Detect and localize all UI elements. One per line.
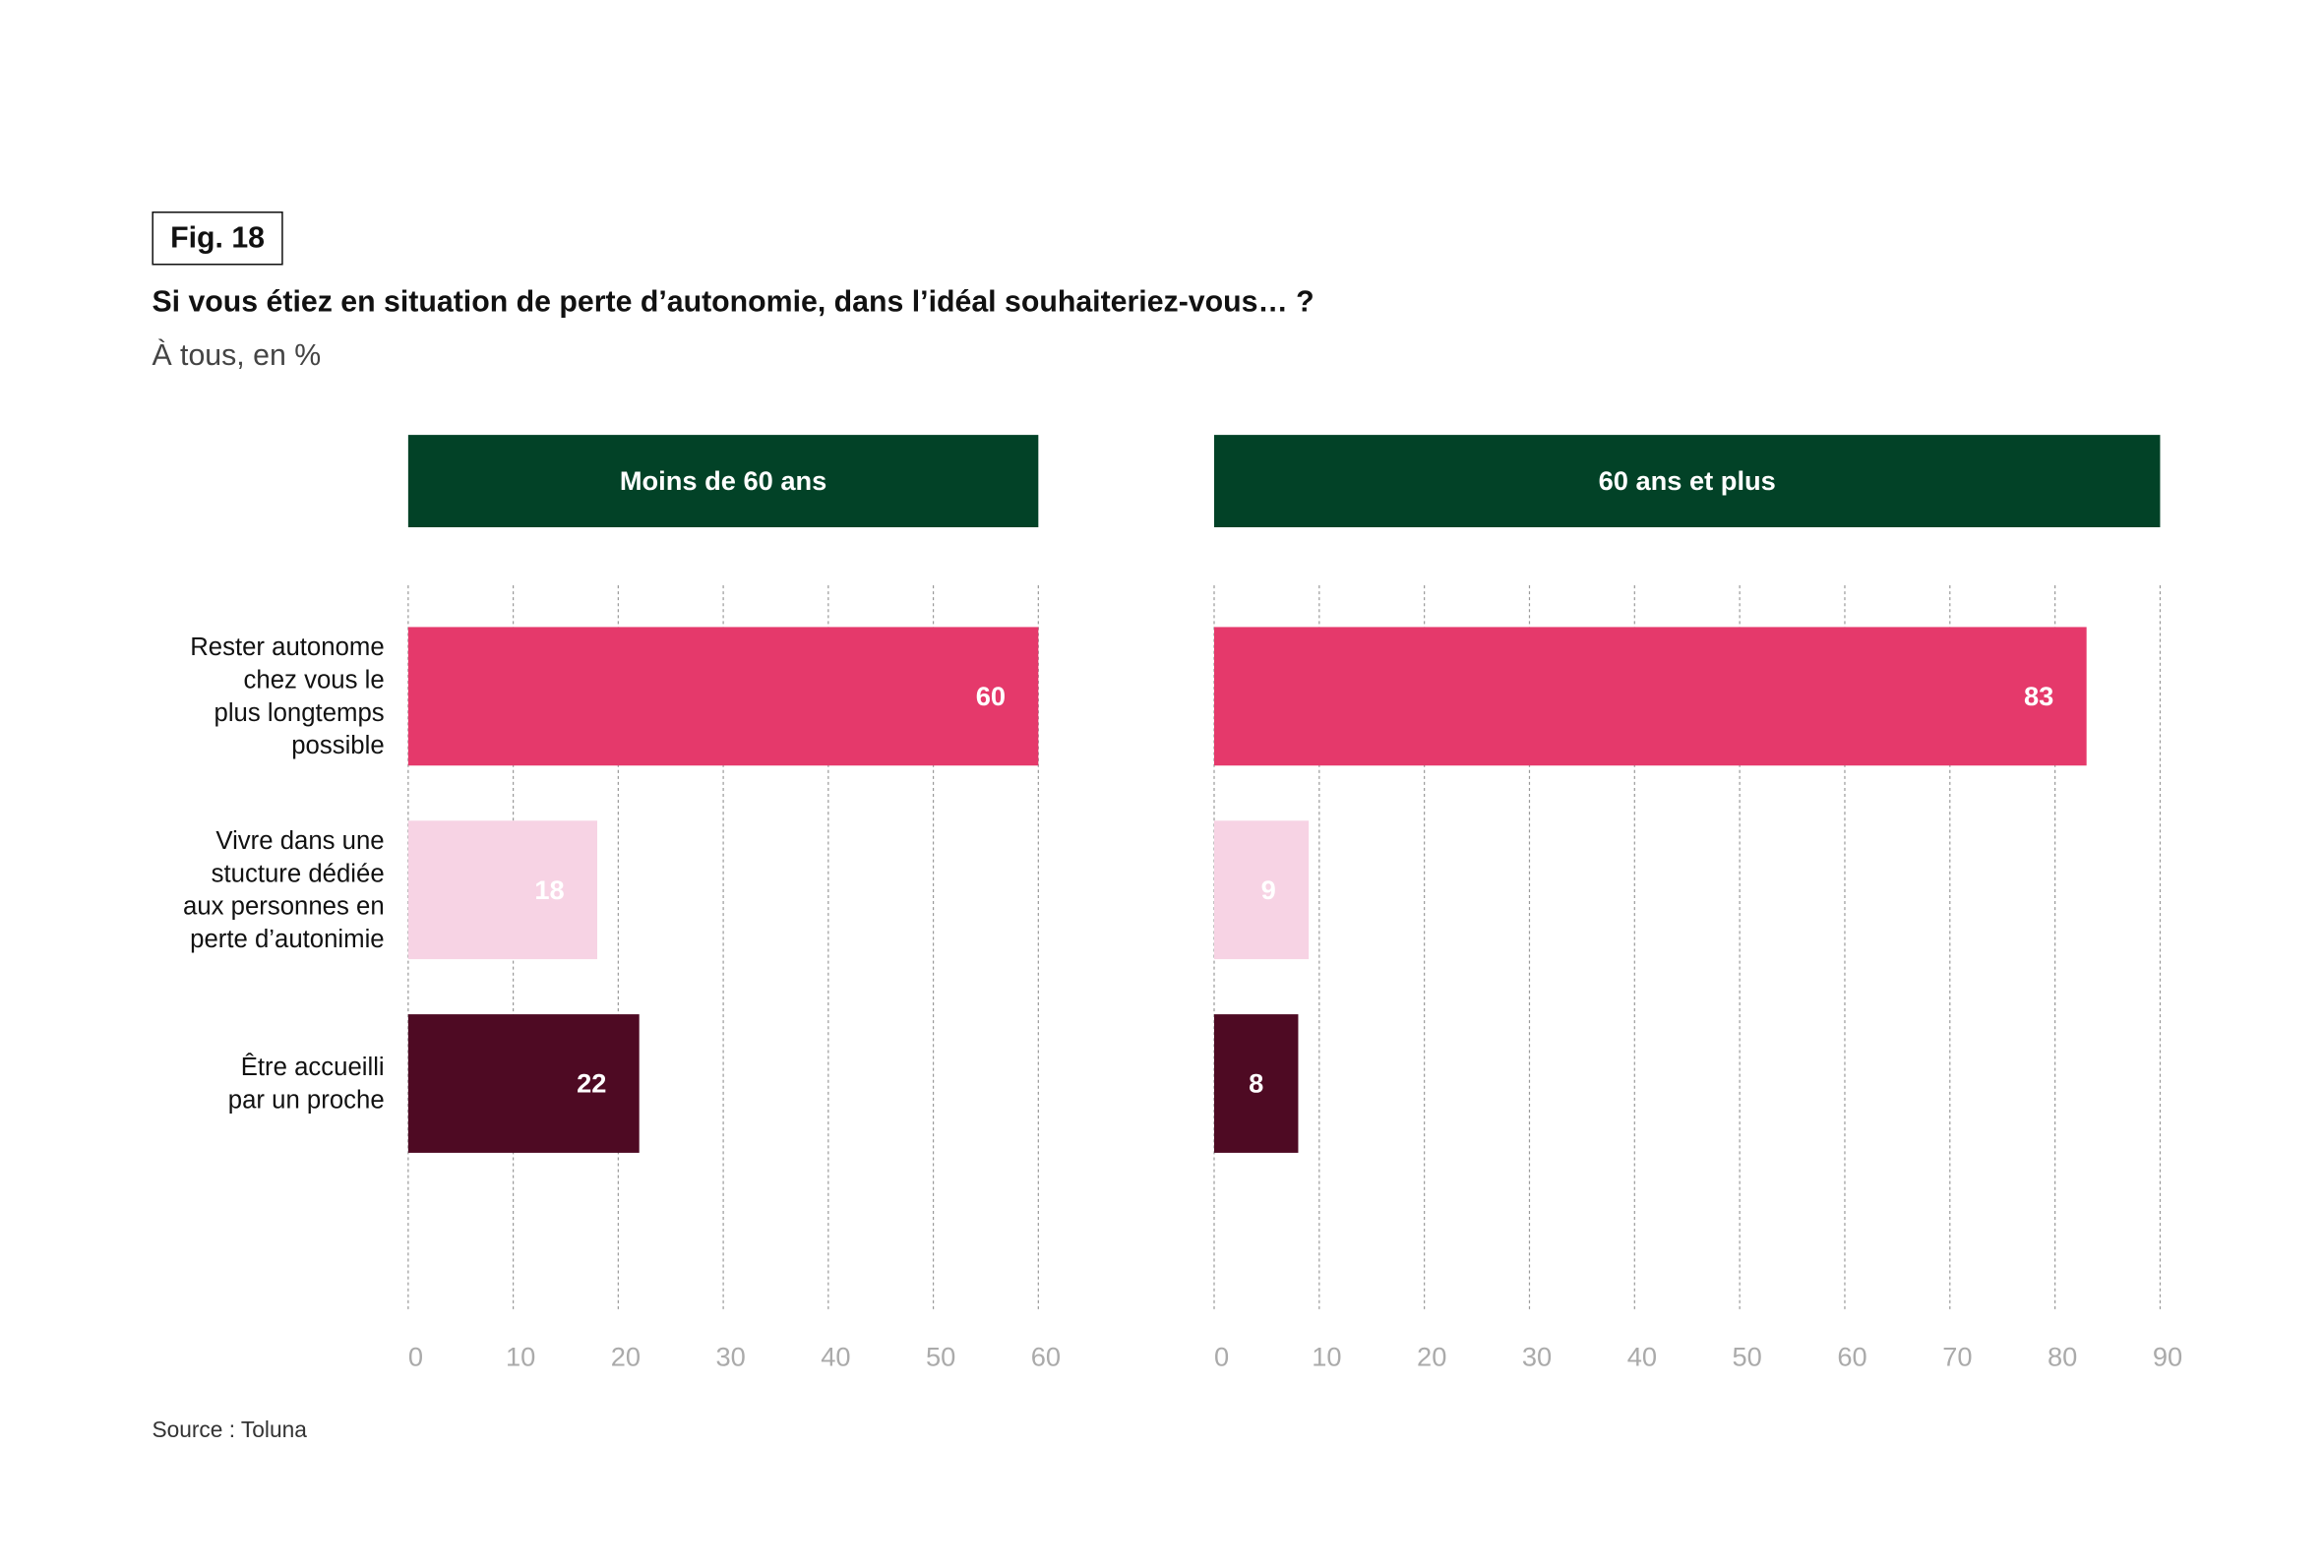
- data-label: 83: [2024, 681, 2053, 711]
- data-label: 8: [1249, 1068, 1263, 1099]
- tick-label: 10: [506, 1341, 535, 1371]
- bar: [407, 627, 1039, 766]
- data-label: 22: [577, 1068, 606, 1099]
- category-label-line: aux personnes en: [182, 891, 385, 920]
- category-label-line: Vivre dans une: [215, 825, 385, 855]
- figure-label: Fig. 18: [152, 211, 283, 266]
- tick-label: 50: [1733, 1341, 1762, 1371]
- panel-header-under-60: Moins de 60 ans: [407, 435, 1039, 527]
- tick-label: 30: [716, 1341, 746, 1371]
- tick-label: 0: [408, 1341, 423, 1371]
- tick-label: 40: [821, 1341, 850, 1371]
- tick-label: 10: [1312, 1341, 1341, 1371]
- bar: [1213, 1014, 1299, 1153]
- category-label: Être accueilli par un proche: [90, 1014, 385, 1153]
- bar: [1213, 627, 2087, 766]
- tick-label: 60: [1837, 1341, 1866, 1371]
- tick-label: 80: [2048, 1341, 2077, 1371]
- tick-label: 30: [1522, 1341, 1552, 1371]
- category-label: Rester autonome chez vous le plus longtemp…: [90, 627, 385, 765]
- panel-header-60-plus: 60 ans et plus: [1213, 435, 2161, 527]
- tick-label: 70: [1942, 1341, 1972, 1371]
- tick-label: 50: [926, 1341, 955, 1371]
- tick-label: 0: [1214, 1341, 1229, 1371]
- data-label: 60: [976, 681, 1006, 711]
- category-label-line: stucture dédiée: [211, 858, 385, 887]
- tick-label: 60: [1031, 1341, 1061, 1371]
- tick-label: 20: [611, 1341, 641, 1371]
- tick-label: 40: [1627, 1341, 1657, 1371]
- category-label-line: chez vous le: [243, 665, 385, 694]
- chart-title: Si vous étiez en situation de perte d’au…: [152, 285, 1315, 320]
- category-label-line: Être accueilli: [240, 1052, 385, 1081]
- category-label-line: par un proche: [227, 1085, 385, 1114]
- category-label-line: perte d’autonimie: [190, 924, 385, 953]
- category-label-line: Rester autonome: [190, 632, 385, 661]
- category-label-line: plus longtemps: [214, 697, 385, 727]
- source-note: Source : Toluna: [152, 1417, 307, 1444]
- data-label: 9: [1261, 874, 1276, 905]
- category-label: Vivre dans une stucture dédiée aux personn…: [90, 820, 385, 959]
- tick-label: 20: [1417, 1341, 1446, 1371]
- bar: [407, 820, 598, 960]
- chart-subtitle: À tous, en %: [152, 339, 322, 373]
- category-label-line: possible: [291, 730, 385, 759]
- bar: [1213, 820, 1310, 960]
- tick-label: 90: [2153, 1341, 2182, 1371]
- bar: [407, 1014, 640, 1153]
- data-label: 18: [534, 874, 564, 905]
